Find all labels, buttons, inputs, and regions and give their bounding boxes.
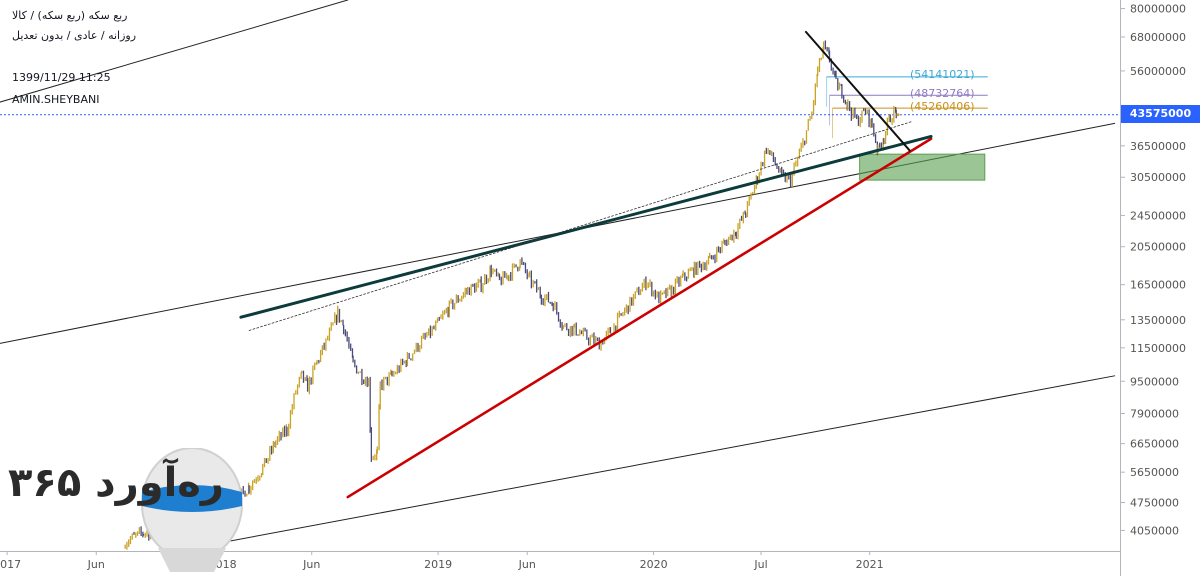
chart-author: AMIN.SHEYBANI [12,93,100,106]
y-tick-label: 30500000 [1130,171,1186,184]
x-tick-label: Jul [753,558,767,571]
y-tick-label: 68000000 [1130,31,1186,44]
chart-ticker: ربع سکه (ربع سکه) / کالا [12,9,128,22]
y-tick-label: 11500000 [1130,342,1186,355]
level-label-0: (54141021) [910,68,975,81]
y-tick-label: 80000000 [1130,3,1186,16]
trend-line-downtrend [804,30,911,152]
y-tick-label: 20500000 [1130,241,1186,254]
trend-line-channel-lower [176,375,1116,552]
price-axis-background [1121,0,1200,576]
y-tick-label: 16500000 [1130,279,1186,292]
chart-timestamp: 1399/11/29 11:25 [12,71,111,84]
y-tick-label: 4050000 [1130,524,1179,537]
y-tick-label: 56000000 [1130,65,1186,78]
y-tick-label: 5650000 [1130,466,1179,479]
trend-line-support [346,137,933,499]
x-tick-label: 2020 [640,558,668,571]
x-tick-label: Jun [518,558,536,571]
y-tick-label: 7900000 [1130,408,1179,421]
balloon-logo [141,448,243,572]
trend-line-dotted [248,120,914,331]
watermark-text: ره‌آورد ۳۶۵ [8,460,225,506]
y-tick-label: 9500000 [1130,375,1179,388]
trend-line-channel-upper [0,0,349,103]
x-tick-label: 2019 [424,558,452,571]
y-tick-label: 24500000 [1130,210,1186,223]
y-tick-label: 6650000 [1130,438,1179,451]
support-zone [859,153,986,181]
y-tick-label: 13500000 [1130,314,1186,327]
x-tick-label: Jun [87,558,105,571]
brand-watermark: ره‌آورد ۳۶۵ [8,448,248,576]
y-tick-label: 36500000 [1130,140,1186,153]
level-label-1: (48732764) [910,87,975,100]
price-last-point [896,113,900,117]
chart-ticker-subtitle: روزانه / عادی / بدون تعدیل [12,29,137,42]
trend-line-resistance [239,134,933,319]
level-label-2: (45260406) [910,100,975,113]
current-price-badge: 43575000 [1121,105,1200,123]
y-tick-label: 4750000 [1130,497,1179,510]
x-tick-label: 2017 [0,558,21,571]
x-tick-label: Jun [302,558,320,571]
x-tick-label: 2021 [856,558,884,571]
